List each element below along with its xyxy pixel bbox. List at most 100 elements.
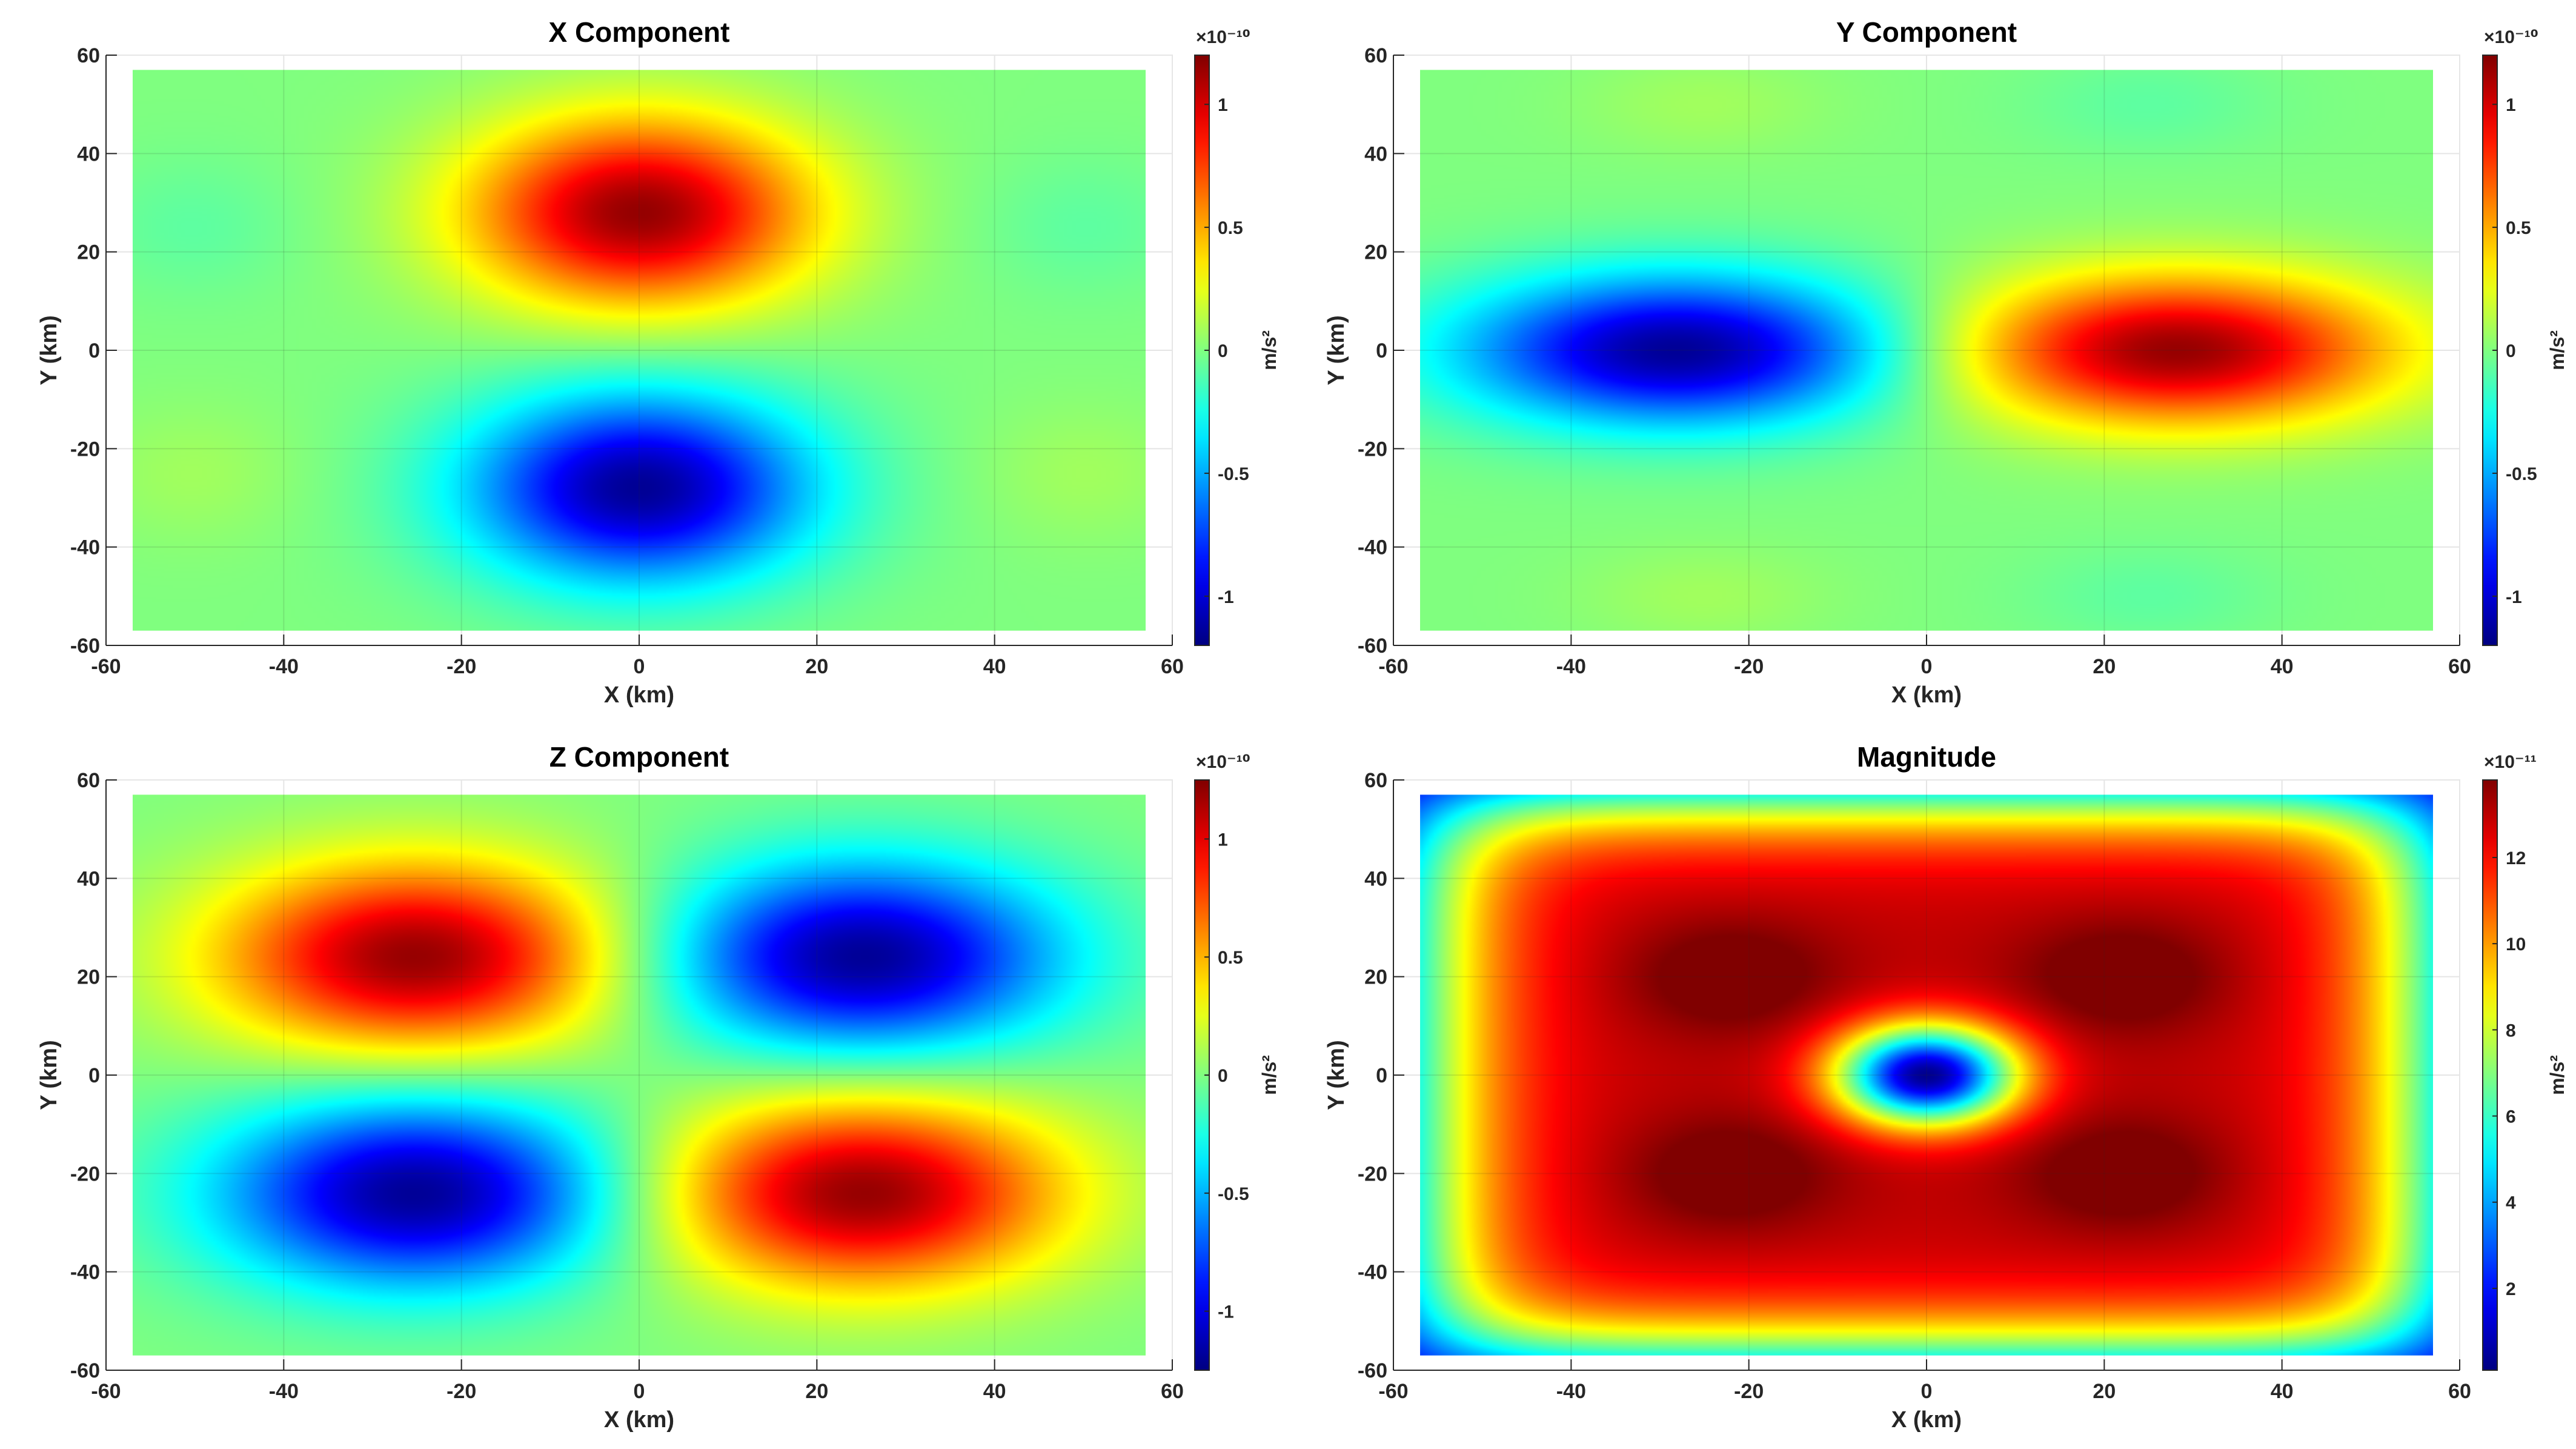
y-component-title: Y Component — [1836, 16, 2017, 48]
magnitude-y-tick-label-1: -40 — [1358, 1261, 1387, 1284]
x-component-x-tick-label-1: -40 — [269, 655, 299, 678]
magnitude-colorbar-tick-label-0: 2 — [2506, 1279, 2516, 1299]
magnitude-y-tick-label-5: 40 — [1364, 867, 1387, 890]
magnitude-x-tick-label-6: 60 — [2448, 1380, 2471, 1403]
y-component-y-tick-label-6: 60 — [1364, 44, 1387, 67]
magnitude-x-tick-label-2: -20 — [1734, 1380, 1764, 1403]
magnitude-x-tick-label-1: -40 — [1556, 1380, 1586, 1403]
magnitude-colorbar-tick-label-1: 4 — [2506, 1193, 2516, 1213]
magnitude-x-axis-label: X (km) — [1891, 1407, 1962, 1433]
y-component-colorbar-tick-label-2: 0 — [2506, 341, 2516, 361]
magnitude-panel: -60 -40 -20 0 20 40 60 -60 -40 -20 0 20 40 60 X (km) Y … — [1324, 741, 2568, 1433]
z-component-x-tick-label-1: -40 — [269, 1380, 299, 1403]
x-component-x-tick-label-3: 0 — [634, 655, 645, 678]
z-component-y-tick-label-4: 20 — [77, 966, 100, 989]
x-component-y-axis-label: Y (km) — [36, 315, 62, 385]
z-component-x-axis-label: X (km) — [604, 1407, 674, 1433]
x-component-x-tick-label-2: -20 — [446, 655, 476, 678]
magnitude-x-tick-label-3: 0 — [1921, 1380, 1933, 1403]
y-component-colorbar-label: m/s² — [2546, 330, 2568, 370]
y-component-colorbar-tick-label-3: 0.5 — [2506, 218, 2531, 238]
y-component-y-tick-label-1: -40 — [1358, 536, 1387, 559]
magnitude-x-tick-label-4: 20 — [2093, 1380, 2116, 1403]
x-component-colorbar-tick-label-4: 1 — [1218, 95, 1228, 115]
magnitude-colorbar-exponent: ×10⁻¹¹ — [2484, 752, 2537, 772]
x-component-y-tick-label-6: 60 — [77, 44, 100, 67]
z-component-colorbar-tick-label-3: 0.5 — [1218, 948, 1243, 968]
magnitude-colorbar-tick-label-3: 8 — [2506, 1021, 2516, 1041]
y-component-colorbar-exponent: ×10⁻¹⁰ — [2484, 27, 2538, 47]
z-component-x-tick-label-2: -20 — [446, 1380, 476, 1403]
z-component-title: Z Component — [549, 741, 729, 773]
magnitude-y-tick-label-3: 0 — [1376, 1064, 1387, 1087]
x-component-x-tick-label-5: 40 — [983, 655, 1006, 678]
y-component-colorbar-tick-label-1: -0.5 — [2506, 464, 2537, 484]
x-component-y-tick-label-5: 40 — [77, 142, 100, 165]
y-component-y-tick-label-3: 0 — [1376, 339, 1387, 362]
z-component-y-tick-label-5: 40 — [77, 867, 100, 890]
x-component-y-tick-label-2: -20 — [70, 438, 100, 461]
y-component-y-tick-label-4: 20 — [1364, 241, 1387, 264]
x-component-y-tick-label-4: 20 — [77, 241, 100, 264]
x-component-colorbar-tick-label-1: -0.5 — [1218, 464, 1249, 484]
z-component-colorbar-tick-label-2: 0 — [1218, 1066, 1228, 1086]
magnitude-colorbar-tick-label-4: 10 — [2506, 934, 2526, 954]
z-component-y-tick-label-3: 0 — [88, 1064, 100, 1087]
magnitude-x-tick-label-5: 40 — [2271, 1380, 2294, 1403]
z-component-y-tick-label-1: -40 — [70, 1261, 100, 1284]
y-component-x-tick-label-4: 20 — [2093, 655, 2116, 678]
x-component-colorbar-exponent: ×10⁻¹⁰ — [1196, 27, 1250, 47]
y-component-y-tick-label-0: -60 — [1358, 635, 1387, 658]
z-component-colorbar-exponent: ×10⁻¹⁰ — [1196, 752, 1250, 772]
z-component-panel: -60 -40 -20 0 20 40 60 -60 -40 -20 0 20 40 60 X (km) Y … — [36, 741, 1280, 1433]
z-component-colorbar-label: m/s² — [1258, 1055, 1280, 1095]
x-component-colorbar-tick-label-0: -1 — [1218, 587, 1234, 607]
y-component-heatmap — [1420, 70, 2433, 631]
y-component-y-tick-label-5: 40 — [1364, 142, 1387, 165]
x-component-title: X Component — [549, 16, 730, 48]
x-component-y-tick-label-1: -40 — [70, 536, 100, 559]
x-component-colorbar-tick-label-3: 0.5 — [1218, 218, 1243, 238]
x-component-colorbar-tick-label-2: 0 — [1218, 341, 1228, 361]
magnitude-y-tick-label-0: -60 — [1358, 1359, 1387, 1382]
x-component-colorbar-label: m/s² — [1258, 330, 1280, 370]
magnitude-y-axis-label: Y (km) — [1324, 1040, 1349, 1110]
magnitude-y-tick-label-6: 60 — [1364, 769, 1387, 792]
z-component-heatmap — [133, 794, 1146, 1356]
magnitude-x-tick-label-0: -60 — [1378, 1380, 1408, 1403]
y-component-x-tick-label-2: -20 — [1734, 655, 1764, 678]
magnitude-title: Magnitude — [1857, 741, 1996, 773]
y-component-y-tick-label-2: -20 — [1358, 438, 1387, 461]
z-component-x-tick-label-6: 60 — [1161, 1380, 1184, 1403]
y-component-x-axis-label: X (km) — [1891, 682, 1962, 708]
z-component-colorbar-tick-label-1: -0.5 — [1218, 1184, 1249, 1204]
z-component-y-tick-label-0: -60 — [70, 1359, 100, 1382]
magnitude-colorbar — [2482, 779, 2498, 1371]
z-component-x-tick-label-4: 20 — [805, 1380, 828, 1403]
magnitude-y-tick-label-2: -20 — [1358, 1162, 1387, 1185]
y-component-colorbar-tick-label-0: -1 — [2506, 587, 2522, 607]
z-component-x-tick-label-0: -60 — [91, 1380, 121, 1403]
z-component-colorbar-tick-label-4: 1 — [1218, 830, 1228, 850]
y-component-colorbar-tick-label-4: 1 — [2506, 95, 2516, 115]
z-component-x-tick-label-5: 40 — [983, 1380, 1006, 1403]
x-component-heatmap — [133, 70, 1146, 631]
magnitude-y-tick-label-4: 20 — [1364, 966, 1387, 989]
x-component-x-axis-label: X (km) — [604, 682, 674, 708]
z-component-y-tick-label-6: 60 — [77, 769, 100, 792]
magnitude-colorbar-label: m/s² — [2546, 1055, 2568, 1095]
z-component-y-tick-label-2: -20 — [70, 1162, 100, 1185]
magnitude-colorbar-tick-label-2: 6 — [2506, 1107, 2516, 1127]
y-component-x-tick-label-0: -60 — [1378, 655, 1408, 678]
x-component-x-tick-label-4: 20 — [805, 655, 828, 678]
x-component-y-tick-label-3: 0 — [88, 339, 100, 362]
y-component-panel: -60 -40 -20 0 20 40 60 -60 -40 -20 0 20 40 60 X (km) Y … — [1324, 16, 2568, 708]
z-component-y-axis-label: Y (km) — [36, 1040, 62, 1110]
magnitude-colorbar-tick-label-5: 12 — [2506, 848, 2526, 868]
y-component-x-tick-label-5: 40 — [2271, 655, 2294, 678]
magnitude-heatmap — [1420, 794, 2433, 1356]
y-component-y-axis-label: Y (km) — [1324, 315, 1349, 385]
z-component-colorbar-tick-label-0: -1 — [1218, 1302, 1234, 1322]
y-component-x-tick-label-3: 0 — [1921, 655, 1933, 678]
